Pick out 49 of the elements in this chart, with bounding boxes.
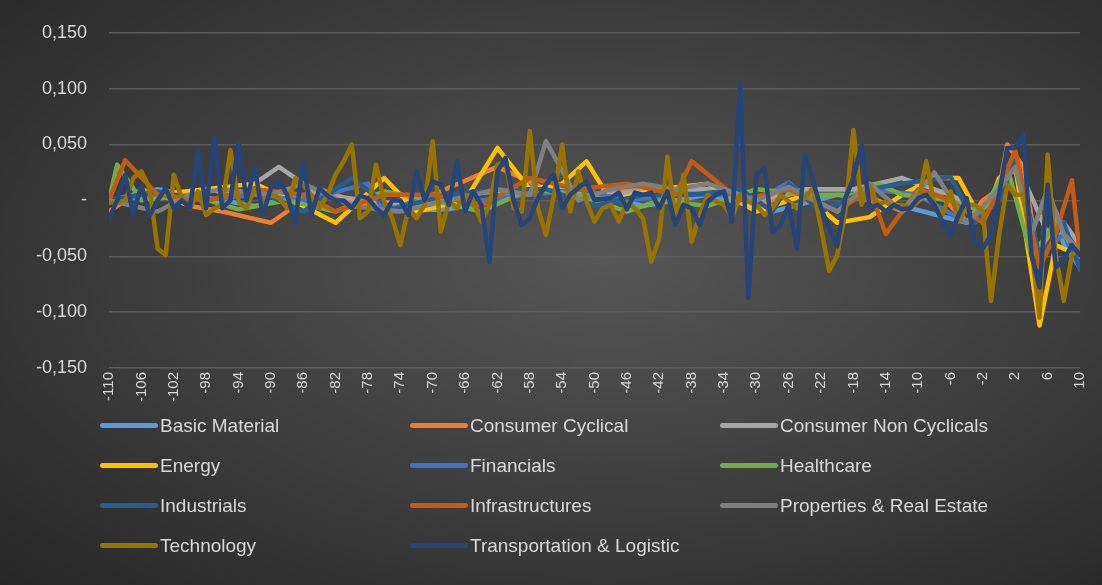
y-tick-label: 0,150 [41, 21, 88, 42]
x-tick-label: -22 [811, 371, 829, 394]
x-tick-label: 2 [1005, 371, 1023, 381]
x-tick-label: -34 [714, 371, 732, 394]
y-tick-label: -0,150 [35, 356, 88, 377]
x-tick-label: -94 [228, 371, 246, 394]
x-tick-label: -6 [940, 371, 958, 386]
y-tick-label: - [81, 189, 88, 210]
x-tick-label: -74 [390, 371, 408, 394]
x-tick-label: -98 [196, 371, 214, 394]
x-tick-label: -50 [584, 371, 602, 394]
legend-label: Basic Material [160, 414, 280, 437]
x-tick-label: 10 [1070, 371, 1088, 389]
x-tick-label: -102 [163, 371, 181, 403]
x-tick-label: -62 [487, 371, 505, 394]
x-tick-label: -18 [843, 371, 861, 394]
legend-label: Technology [160, 534, 257, 557]
legend-label: Healthcare [780, 454, 872, 477]
y-tick-label: -0,100 [35, 301, 88, 322]
x-tick-label: -10 [908, 371, 926, 394]
x-tick-label: -54 [552, 371, 570, 394]
x-tick-label: -110 [99, 371, 117, 401]
x-tick-label: -106 [131, 371, 149, 403]
legend-label: Consumer Non Cyclicals [780, 414, 989, 437]
legend-label: Energy [160, 454, 221, 477]
y-tick-label: 0,050 [41, 133, 88, 154]
legend-label: Infrastructures [470, 494, 592, 517]
x-tick-label: -2 [973, 371, 991, 386]
x-tick-label: -42 [649, 371, 667, 394]
legend-label: Financials [470, 454, 556, 477]
y-tick-label: 0,100 [41, 77, 88, 98]
x-tick-label: -38 [681, 371, 699, 394]
legend-label: Consumer Cyclical [470, 414, 629, 437]
x-tick-label: -70 [422, 371, 440, 394]
y-tick-label: -0,050 [35, 245, 88, 266]
x-tick-label: -26 [778, 371, 796, 394]
x-tick-label: 6 [1037, 371, 1055, 381]
x-tick-label: -78 [358, 371, 376, 394]
x-tick-label: -82 [325, 371, 343, 394]
legend-label: Industrials [160, 494, 247, 517]
x-tick-label: -30 [746, 371, 764, 394]
x-tick-label: -66 [455, 371, 473, 394]
legend-label: Properties & Real Estate [780, 494, 989, 517]
x-tick-label: -90 [261, 371, 279, 394]
x-tick-label: -46 [617, 371, 635, 394]
x-tick-label: -58 [519, 371, 537, 394]
legend-label: Transportation & Logistic [470, 534, 680, 557]
x-tick-label: -86 [293, 371, 311, 394]
x-tick-label: -14 [875, 371, 893, 394]
